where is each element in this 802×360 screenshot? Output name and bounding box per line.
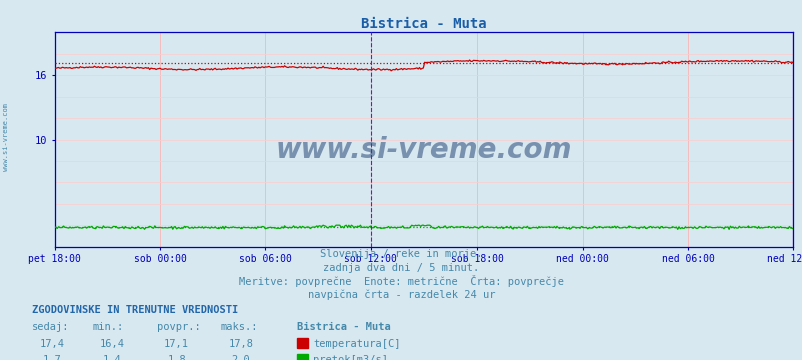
Text: 17,8: 17,8 — [228, 339, 253, 349]
Text: Meritve: povprečne  Enote: metrične  Črta: povprečje: Meritve: povprečne Enote: metrične Črta:… — [239, 275, 563, 287]
Text: navpična črta - razdelek 24 ur: navpična črta - razdelek 24 ur — [307, 290, 495, 301]
Title: Bistrica - Muta: Bistrica - Muta — [361, 17, 486, 31]
Text: pretok[m3/s]: pretok[m3/s] — [313, 355, 387, 360]
Text: zadnja dva dni / 5 minut.: zadnja dva dni / 5 minut. — [323, 263, 479, 273]
Text: 1,8: 1,8 — [167, 355, 186, 360]
Text: sedaj:: sedaj: — [32, 323, 70, 333]
Text: 1,7: 1,7 — [43, 355, 62, 360]
Text: temperatura[C]: temperatura[C] — [313, 339, 400, 349]
Text: Slovenija / reke in morje.: Slovenija / reke in morje. — [320, 249, 482, 260]
Text: 17,4: 17,4 — [39, 339, 65, 349]
Text: maks.:: maks.: — [221, 323, 258, 333]
Text: www.si-vreme.com: www.si-vreme.com — [3, 103, 10, 171]
Text: Bistrica - Muta: Bistrica - Muta — [297, 323, 391, 333]
Text: 17,1: 17,1 — [164, 339, 189, 349]
Text: www.si-vreme.com: www.si-vreme.com — [275, 136, 572, 164]
Text: 2,0: 2,0 — [231, 355, 250, 360]
Text: ZGODOVINSKE IN TRENUTNE VREDNOSTI: ZGODOVINSKE IN TRENUTNE VREDNOSTI — [32, 305, 238, 315]
Text: povpr.:: povpr.: — [156, 323, 200, 333]
Text: 1,4: 1,4 — [103, 355, 122, 360]
Text: min.:: min.: — [92, 323, 124, 333]
Text: 16,4: 16,4 — [99, 339, 125, 349]
